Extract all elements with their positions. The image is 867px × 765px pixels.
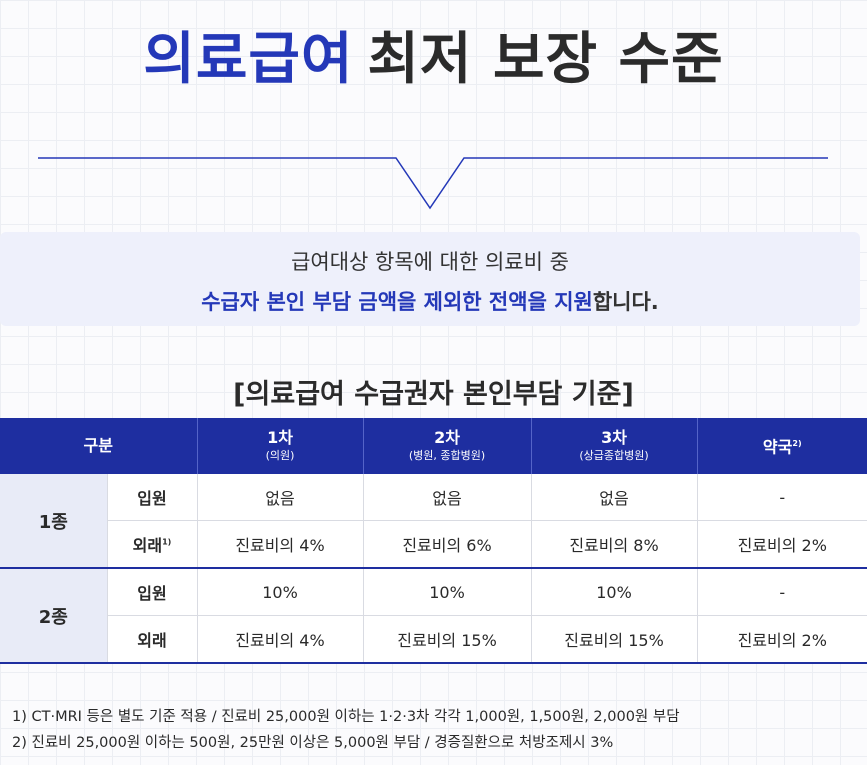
intro-box: 급여대상 항목에 대한 의료비 중 수급자 본인 부담 금액을 제외한 전액을 … [0, 232, 860, 326]
table-row: 1종 입원 없음 없음 없음 - [0, 474, 867, 569]
header-col-2: 2차 (병원, 종합병원) [362, 418, 532, 474]
table-cell: 진료비의 4% [196, 520, 364, 569]
footnote-1: 1) CT·MRI 등은 별도 기준 적용 / 진료비 25,000원 이하는 … [12, 709, 680, 725]
intro-line-2-rest: 합니다. [592, 290, 659, 314]
table-cell: 진료비의 4% [196, 615, 364, 664]
table-cell: 진료비의 6% [362, 520, 532, 569]
table-title: [의료급여 수급권자 본인부담 기준] [233, 379, 634, 410]
table-cell: 진료비의 15% [362, 615, 532, 664]
table-cell: 10% [530, 568, 698, 616]
footnote-2: 2) 진료비 25,000원 이하는 500원, 25만원 이상은 5,000원… [12, 735, 614, 751]
intro-line-1: 급여대상 항목에 대한 의료비 중 [291, 250, 569, 274]
divider-chevron-line [38, 157, 828, 210]
header-col-pharmacy: 약국2) [696, 418, 867, 474]
header-col-3: 3차 (상급종합병원) [530, 418, 698, 474]
table-cell: 10% [362, 568, 532, 616]
row-label: 입원 [106, 568, 198, 616]
intro-line-2: 수급자 본인 부담 금액을 제외한 전액을 지원합니다. [0, 286, 860, 316]
table-cell: - [696, 568, 867, 616]
header-category: 구분 [0, 418, 198, 474]
row-label: 외래1) [106, 520, 198, 569]
table-cell: 진료비의 2% [696, 520, 867, 569]
table-header-row: 구분 1차 (의원) 2차 (병원, 종합병원) 3차 (상급종합병원) 약국2) [0, 418, 867, 474]
row-label: 외래 [106, 615, 198, 664]
table-cell: 없음 [196, 474, 364, 521]
footnotes: 1) CT·MRI 등은 별도 기준 적용 / 진료비 25,000원 이하는 … [12, 704, 680, 756]
title-accent: 의료급여 [143, 27, 354, 92]
copay-table: 구분 1차 (의원) 2차 (병원, 종합병원) 3차 (상급종합병원) 약국2) 1… [0, 418, 867, 664]
table-cell: 없음 [362, 474, 532, 521]
table-cell: 10% [196, 568, 364, 616]
group-label: 1종 [0, 474, 107, 569]
table-cell: 없음 [530, 474, 698, 521]
table-row: 외래1) 진료비의 4% 진료비의 6% 진료비의 8% 진료비의 2% [0, 520, 867, 569]
table-cell: 진료비의 15% [530, 615, 698, 664]
page-title: 의료급여 최저 보장 수준 [0, 20, 867, 100]
header-col-1: 1차 (의원) [196, 418, 364, 474]
intro-highlight: 수급자 본인 부담 금액을 제외한 전액을 지원 [201, 290, 593, 314]
table-row: 외래 진료비의 4% 진료비의 15% 진료비의 15% 진료비의 2% [0, 615, 867, 664]
table-row: 2종 입원 10% 10% 10% - [0, 568, 867, 664]
row-label: 입원 [106, 474, 198, 521]
group-label: 2종 [0, 568, 107, 664]
title-rest: 최저 보장 수준 [367, 27, 724, 92]
table-cell: 진료비의 2% [696, 615, 867, 664]
table-cell: - [696, 474, 867, 521]
table-cell: 진료비의 8% [530, 520, 698, 569]
